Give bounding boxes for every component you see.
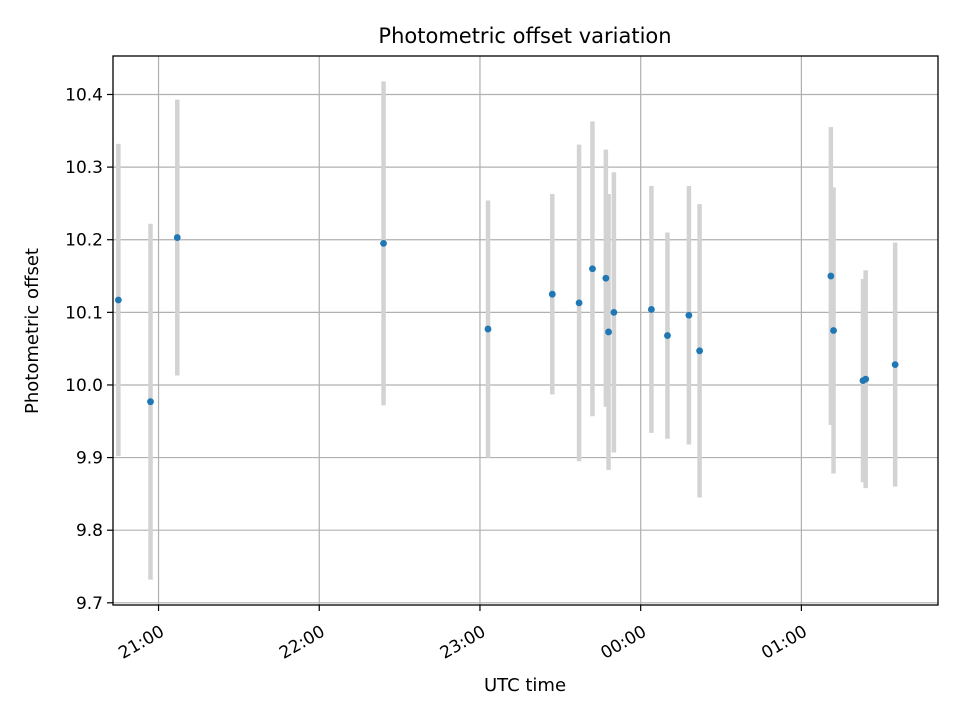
y-tick-label: 10.2 (65, 231, 103, 251)
data-point (891, 361, 899, 369)
y-axis-title: Photometric offset (22, 248, 43, 414)
data-point (696, 347, 704, 355)
plot-frame (112, 55, 939, 606)
y-tick-label: 10.1 (65, 303, 103, 323)
errorbar-layer (116, 81, 898, 580)
data-point (173, 234, 181, 241)
point-layer (114, 234, 899, 406)
data-point (114, 296, 122, 304)
x-axis-title: UTC time (484, 675, 566, 696)
x-tick-label: 21:00 (115, 622, 167, 664)
data-point (548, 290, 556, 298)
data-point (380, 239, 387, 247)
grid-layer (113, 56, 938, 605)
data-point (610, 308, 618, 316)
x-tick-label: 22:00 (276, 622, 328, 664)
x-tick-label: 23:00 (437, 622, 489, 664)
y-tick-label: 9.7 (76, 594, 103, 614)
y-tick-label: 9.8 (76, 521, 103, 541)
data-point (685, 311, 693, 319)
data-point (830, 327, 837, 334)
y-tick-label: 10.0 (65, 376, 103, 396)
chart-title: Photometric offset variation (378, 24, 671, 48)
data-point (862, 375, 870, 383)
x-tick-label: 01:00 (758, 622, 810, 664)
data-point (647, 306, 655, 313)
data-point (147, 398, 154, 406)
data-point (605, 328, 612, 336)
data-point (664, 332, 671, 339)
y-tick-label: 10.3 (65, 158, 103, 178)
data-point (575, 299, 583, 307)
y-tick-label: 9.9 (76, 449, 103, 469)
y-tick-label: 10.4 (65, 85, 103, 105)
data-point (589, 265, 596, 273)
axis-layer: 9.7 9.8 9.9 10.0 10.1 10.2 10.3 10.4 21:00 22:00 2… (65, 55, 939, 664)
data-point (602, 274, 610, 282)
x-tick-label: 00:00 (598, 622, 650, 664)
data-point (827, 272, 835, 280)
data-point (484, 325, 492, 333)
